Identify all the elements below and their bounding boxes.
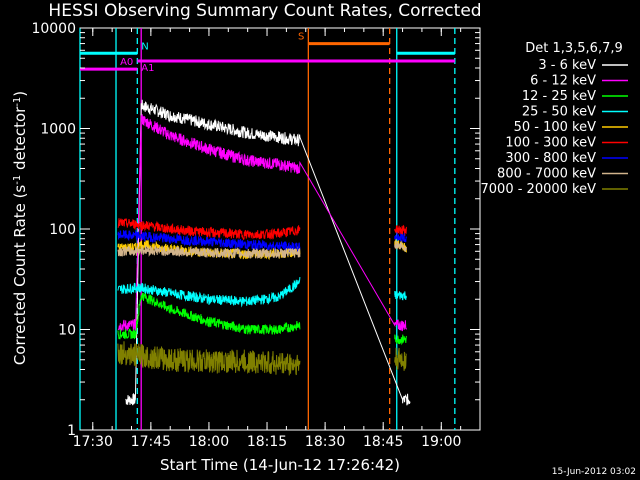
bar-label-s: S <box>298 32 304 43</box>
bar-label-a1: A1 <box>141 63 154 74</box>
y-tick-label-4: 10000 <box>31 21 76 37</box>
legend-label-8: 7000 - 20000 keV <box>481 182 597 197</box>
footer-timestamp: 15-Jun-2012 03:02 <box>552 467 636 477</box>
series-line-6 <box>117 229 407 254</box>
bar-n: N <box>80 41 455 55</box>
series-8 <box>117 341 407 376</box>
x-tick-label-5: 18:45 <box>363 434 403 450</box>
y-tick-label-0: 1 <box>67 423 76 439</box>
y-axis-label: Corrected Count Rate (s-1 detector-1) <box>11 91 29 365</box>
series-line-0 <box>125 99 411 406</box>
x-tick-label-1: 17:45 <box>131 434 171 450</box>
x-tick-label-3: 18:15 <box>247 434 287 450</box>
plot-frame <box>79 27 481 431</box>
bar-a0: A0 <box>80 57 138 71</box>
bar-a1: A1 <box>137 59 455 74</box>
series-5 <box>117 218 407 240</box>
series-6 <box>117 229 407 254</box>
series-line-3 <box>117 277 407 308</box>
series-1 <box>117 114 407 333</box>
y-tick-label-1: 10 <box>58 323 76 339</box>
series-0 <box>125 99 411 406</box>
x-tick-label-4: 18:30 <box>305 434 345 450</box>
attenuator-bars: N A0 A1 S <box>80 32 455 74</box>
x-tick-label-0: 17:30 <box>73 434 113 450</box>
series-line-1 <box>117 114 407 333</box>
legend-label-4: 50 - 100 keV <box>514 120 597 135</box>
y-axis-label-main: Corrected Count Rate (s <box>11 185 29 366</box>
legend-label-7: 800 - 7000 keV <box>497 167 596 182</box>
legend-label-6: 300 - 800 keV <box>505 151 596 166</box>
series-line-8 <box>117 341 407 376</box>
x-axis-label: Start Time (14-Jun-12 17:26:42) <box>160 456 400 474</box>
legend-label-5: 100 - 300 keV <box>505 136 596 151</box>
series-7 <box>117 240 407 260</box>
series-line-2 <box>117 292 407 346</box>
legend-label-2: 12 - 25 keV <box>522 89 596 104</box>
plot-area <box>79 27 481 431</box>
x-tick-label-2: 18:00 <box>189 434 229 450</box>
y-axis-label-exp2: -1 <box>12 97 23 107</box>
series-line-7 <box>117 240 407 260</box>
bar-label-a0: A0 <box>120 57 133 68</box>
y-axis-label-exp1: -1 <box>12 175 23 185</box>
y-tick-label-3: 1000 <box>40 122 76 138</box>
chart-title: HESSI Observing Summary Count Rates, Cor… <box>48 1 481 21</box>
series-2 <box>117 292 407 346</box>
y-tick-label-2: 100 <box>49 222 76 238</box>
series-line-5 <box>117 218 407 240</box>
x-tick-label-6: 19:00 <box>421 434 461 450</box>
legend-label-1: 6 - 12 keV <box>530 74 596 89</box>
series-layer <box>117 99 411 406</box>
y-axis-label-unit: detector <box>11 106 29 175</box>
bar-label-n: N <box>141 41 148 52</box>
legend-title: Det 1,3,5,6,7,9 <box>525 41 623 56</box>
legend-label-0: 3 - 6 keV <box>538 58 596 73</box>
series-3 <box>117 277 407 308</box>
y-axis-label-close: ) <box>11 91 29 97</box>
legend-label-3: 25 - 50 keV <box>522 105 596 120</box>
axes: 17:30 17:45 18:00 18:15 18:30 18:45 19:00 1 10 10… <box>31 21 480 450</box>
bar-s: S <box>298 32 390 46</box>
